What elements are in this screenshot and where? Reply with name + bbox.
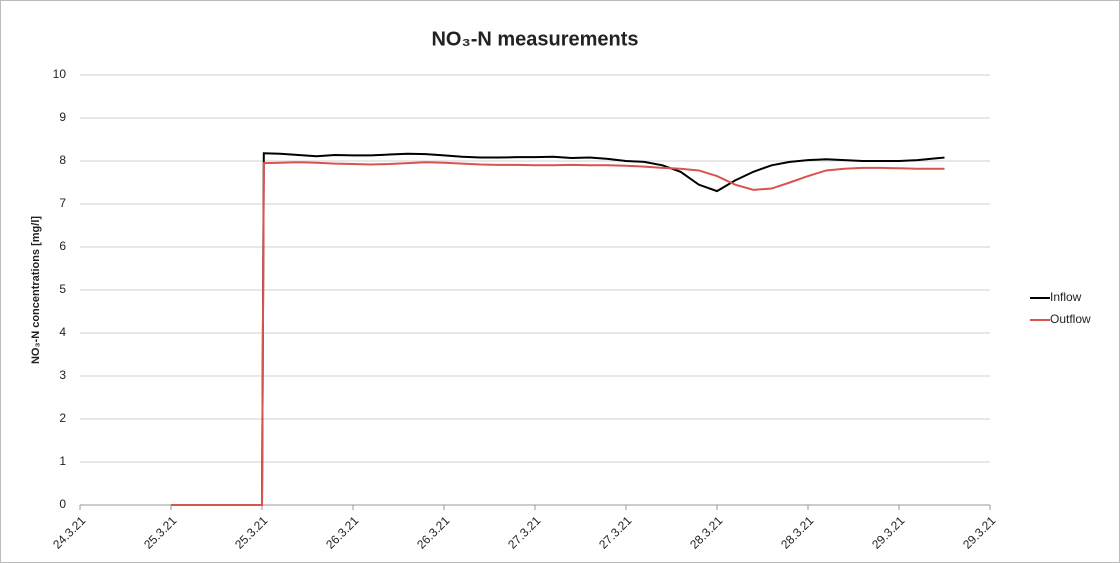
y-tick-label: 6 bbox=[59, 239, 66, 253]
y-tick-label: 4 bbox=[59, 325, 66, 339]
y-tick-label: 5 bbox=[59, 282, 66, 296]
y-tick-label: 2 bbox=[59, 411, 66, 425]
legend-label: Outflow bbox=[1050, 312, 1091, 326]
y-tick-label: 7 bbox=[59, 196, 66, 210]
y-tick-label: 0 bbox=[59, 497, 66, 511]
y-tick-label: 9 bbox=[59, 110, 66, 124]
y-tick-label: 8 bbox=[59, 153, 66, 167]
series-line bbox=[171, 161, 945, 506]
y-axis-label: NO₃-N concentrations [mg/l] bbox=[30, 216, 42, 364]
legend-label: Inflow bbox=[1050, 290, 1082, 304]
y-tick-label: 1 bbox=[59, 454, 66, 468]
series-line bbox=[261, 152, 945, 506]
chart-title: NO₃-N measurements bbox=[431, 28, 638, 50]
y-tick-label: 3 bbox=[59, 368, 66, 382]
y-tick-label: 10 bbox=[53, 67, 67, 81]
